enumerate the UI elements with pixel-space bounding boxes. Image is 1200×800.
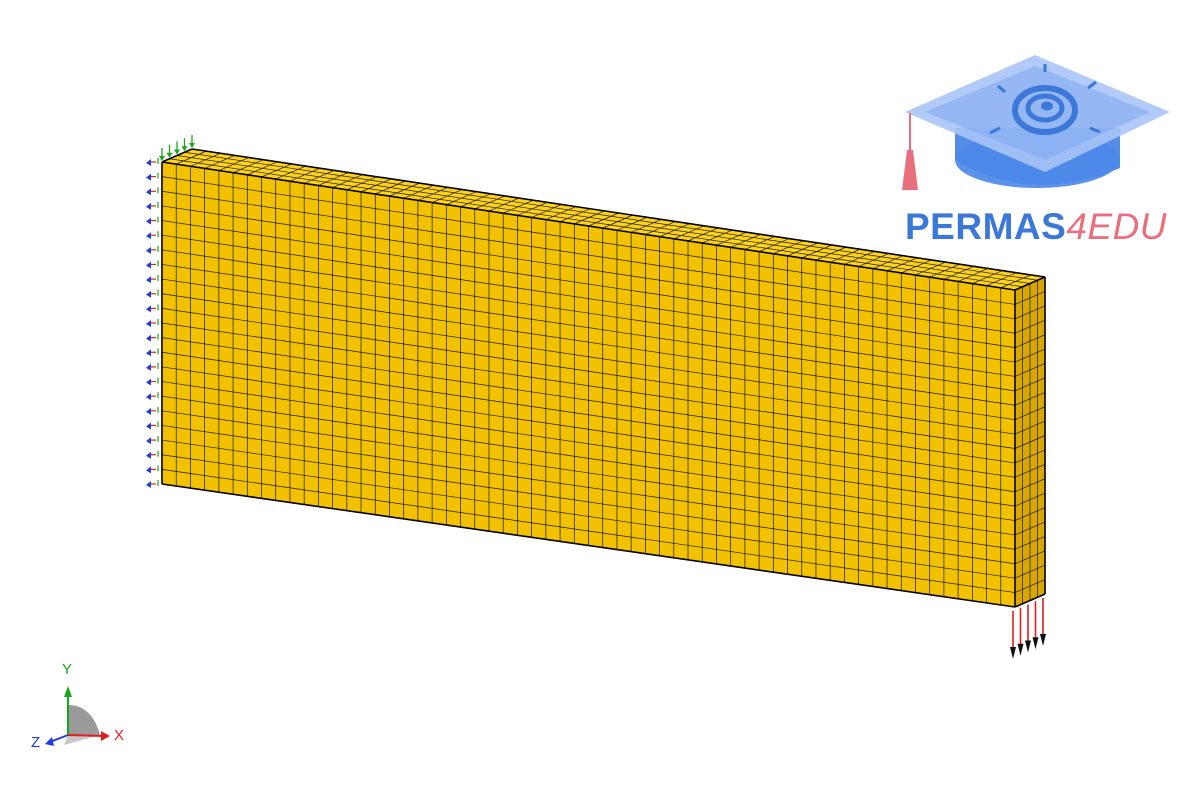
coordinate-triad-icon <box>45 686 110 746</box>
triad-z-label: Z <box>31 734 41 751</box>
triad-y-label: Y <box>62 661 73 678</box>
logo-text: PERMAS4EDU <box>905 206 1167 248</box>
logo-brand-main: PERMAS <box>905 206 1067 247</box>
mesh-grid-lines <box>161 150 1046 605</box>
graduation-cap-icon <box>902 55 1170 190</box>
triad-x-label: X <box>114 727 125 744</box>
force-arrows-icon[interactable] <box>1010 598 1046 659</box>
beam-outline <box>161 148 1046 608</box>
logo-brand-accent: 4EDU <box>1066 206 1168 247</box>
fixed-support-icon[interactable] <box>146 135 195 488</box>
beam-mesh[interactable] <box>161 148 1046 608</box>
